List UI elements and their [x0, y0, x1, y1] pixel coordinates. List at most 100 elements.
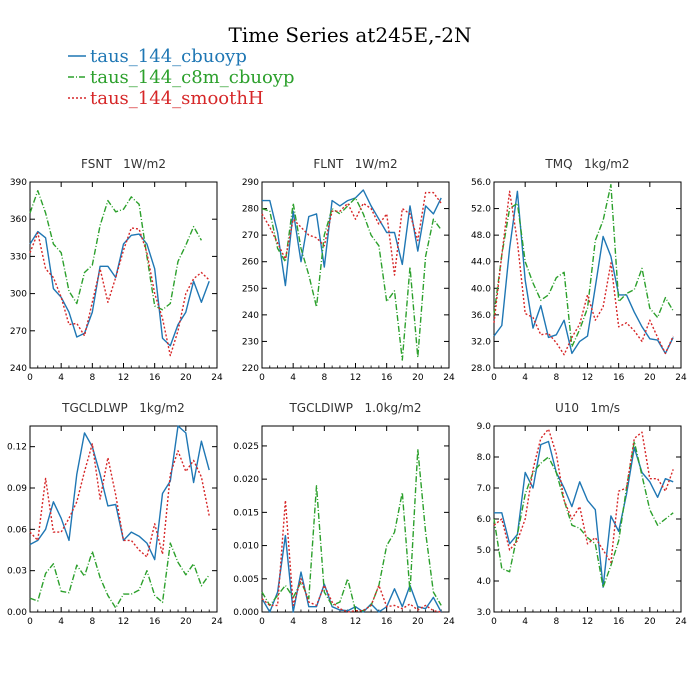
x-tick-label: 4: [58, 373, 64, 383]
x-tick-label: 16: [613, 617, 625, 627]
x-tick-label: 24: [675, 617, 687, 627]
plot-frame: [493, 425, 682, 613]
series-line-taus_144_c8m_cbuoyp: [29, 190, 203, 311]
y-tick-label: 48.0: [471, 231, 491, 241]
x-tick-label: 12: [582, 373, 593, 383]
x-tick-label: 0: [491, 373, 497, 383]
x-tick-label: 4: [290, 373, 296, 383]
x-tick-label: 4: [290, 617, 296, 627]
series-line-taus_144_c8m_cbuoyp: [29, 542, 210, 609]
x-tick-label: 12: [118, 617, 129, 627]
x-tick-label: 12: [582, 617, 593, 627]
panel-2: TMQ 1kg/m2 0 4 8 12 16 20 24 28.0 32.0 36.0 40.0 44.…: [471, 157, 687, 383]
legend-label-2: taus_144_smoothH: [90, 88, 264, 109]
panel-3: TGCLDLWP 1kg/m2 0 4 8 12 16 20 24 0.00 0.03 0.06 0.…: [7, 401, 223, 627]
legend-label-0: taus_144_cbuoyp: [90, 46, 247, 67]
series-line-taus_144_c8m_cbuoyp: [493, 184, 674, 348]
y-tick-label: 0.00: [7, 608, 27, 618]
x-tick-label: 20: [180, 373, 192, 383]
plot-frame: [261, 181, 450, 369]
y-tick-label: 0.015: [233, 508, 259, 518]
series-line-taus_144_cbuoyp: [261, 534, 442, 613]
panel-title: TMQ 1kg/m2: [544, 157, 629, 171]
x-tick-label: 12: [350, 373, 361, 383]
y-tick-label: 44.0: [471, 258, 491, 268]
panel-0: FSNT 1W/m2 0 4 8 12 16 20 24 240 270 300 330 360 390: [10, 157, 223, 383]
x-tick-label: 24: [675, 373, 687, 383]
x-tick-label: 20: [644, 617, 656, 627]
x-tick-label: 8: [553, 617, 559, 627]
y-tick-label: 6.0: [477, 515, 492, 525]
y-tick-label: 230: [242, 337, 259, 347]
y-tick-label: 0.020: [233, 475, 259, 485]
panel-title: U10 1m/s: [555, 401, 620, 415]
x-tick-label: 8: [89, 617, 95, 627]
panel-5: U10 1m/s 0 4 8 12 16 20 24 3.0 4.0 5.0 6.0 7.0 8.0 9.0: [477, 401, 687, 627]
figure-title: Time Series at245E,-2N: [229, 23, 472, 47]
series-line-taus_144_cbuoyp: [262, 189, 442, 287]
y-tick-label: 270: [10, 327, 27, 337]
x-tick-label: 20: [644, 373, 656, 383]
y-tick-label: 240: [242, 311, 259, 321]
panel-title: TGCLDLWP 1kg/m2: [61, 401, 185, 415]
series-line-taus_144_smoothH: [29, 227, 210, 357]
y-tick-label: 0.025: [233, 442, 259, 452]
y-tick-label: 0.005: [233, 575, 259, 585]
y-tick-label: 360: [10, 215, 27, 225]
x-tick-label: 24: [443, 373, 455, 383]
legend: taus_144_cbuoyp taus_144_c8m_cbuoyp taus…: [68, 46, 294, 109]
x-tick-label: 24: [443, 617, 455, 627]
x-tick-label: 12: [118, 373, 129, 383]
x-tick-label: 20: [412, 617, 424, 627]
y-tick-label: 0.06: [7, 525, 27, 535]
y-tick-label: 52.0: [471, 205, 491, 215]
series-line-taus_144_cbuoyp: [29, 425, 210, 561]
y-tick-label: 5.0: [477, 546, 492, 556]
series-line-taus_144_c8m_cbuoyp: [493, 440, 674, 588]
panel-title: FLNT 1W/m2: [313, 157, 397, 171]
series-line-taus_144_smoothH: [29, 443, 210, 558]
panel-title: FSNT 1W/m2: [81, 157, 166, 171]
x-tick-label: 20: [180, 617, 192, 627]
x-tick-label: 8: [321, 617, 327, 627]
series-line-taus_144_smoothH: [261, 499, 442, 613]
y-tick-label: 260: [242, 258, 259, 268]
y-tick-label: 240: [10, 364, 27, 374]
x-tick-label: 8: [553, 373, 559, 383]
plot-frame: [493, 181, 682, 369]
x-tick-label: 16: [149, 373, 161, 383]
x-tick-label: 16: [381, 373, 393, 383]
x-tick-label: 16: [149, 617, 161, 627]
x-tick-label: 0: [27, 373, 33, 383]
y-tick-label: 0.010: [233, 542, 259, 552]
y-tick-label: 32.0: [471, 337, 491, 347]
series-line-taus_144_c8m_cbuoyp: [261, 197, 442, 361]
y-tick-label: 0.09: [7, 484, 27, 494]
x-tick-label: 8: [321, 373, 327, 383]
y-tick-label: 8.0: [477, 453, 492, 463]
x-tick-label: 8: [89, 373, 95, 383]
x-tick-label: 24: [211, 617, 223, 627]
y-tick-label: 9.0: [477, 422, 492, 432]
y-tick-label: 290: [242, 178, 259, 188]
y-tick-label: 220: [242, 364, 259, 374]
y-tick-label: 280: [242, 205, 259, 215]
y-tick-label: 7.0: [477, 484, 492, 494]
chart-panels: FSNT 1W/m20 4 8 12 16 20 24240270300330360390F…: [7, 157, 687, 627]
y-tick-label: 0.000: [233, 608, 259, 618]
x-tick-label: 12: [350, 617, 361, 627]
x-tick-label: 4: [58, 617, 64, 627]
x-tick-label: 4: [522, 373, 528, 383]
x-tick-label: 0: [27, 617, 33, 627]
legend-label-1: taus_144_c8m_cbuoyp: [90, 67, 294, 88]
y-tick-label: 4.0: [477, 577, 492, 587]
y-tick-label: 0.12: [7, 443, 27, 453]
y-tick-label: 40.0: [471, 284, 491, 294]
x-tick-label: 16: [613, 373, 625, 383]
series-line-taus_144_smoothH: [493, 428, 674, 564]
y-tick-label: 330: [10, 252, 27, 262]
y-tick-label: 3.0: [477, 608, 492, 618]
y-tick-label: 250: [242, 284, 259, 294]
panel-1: FLNT 1W/m2 0 4 8 12 16 20 24 220 230 240 250 260 270 2…: [242, 157, 455, 383]
